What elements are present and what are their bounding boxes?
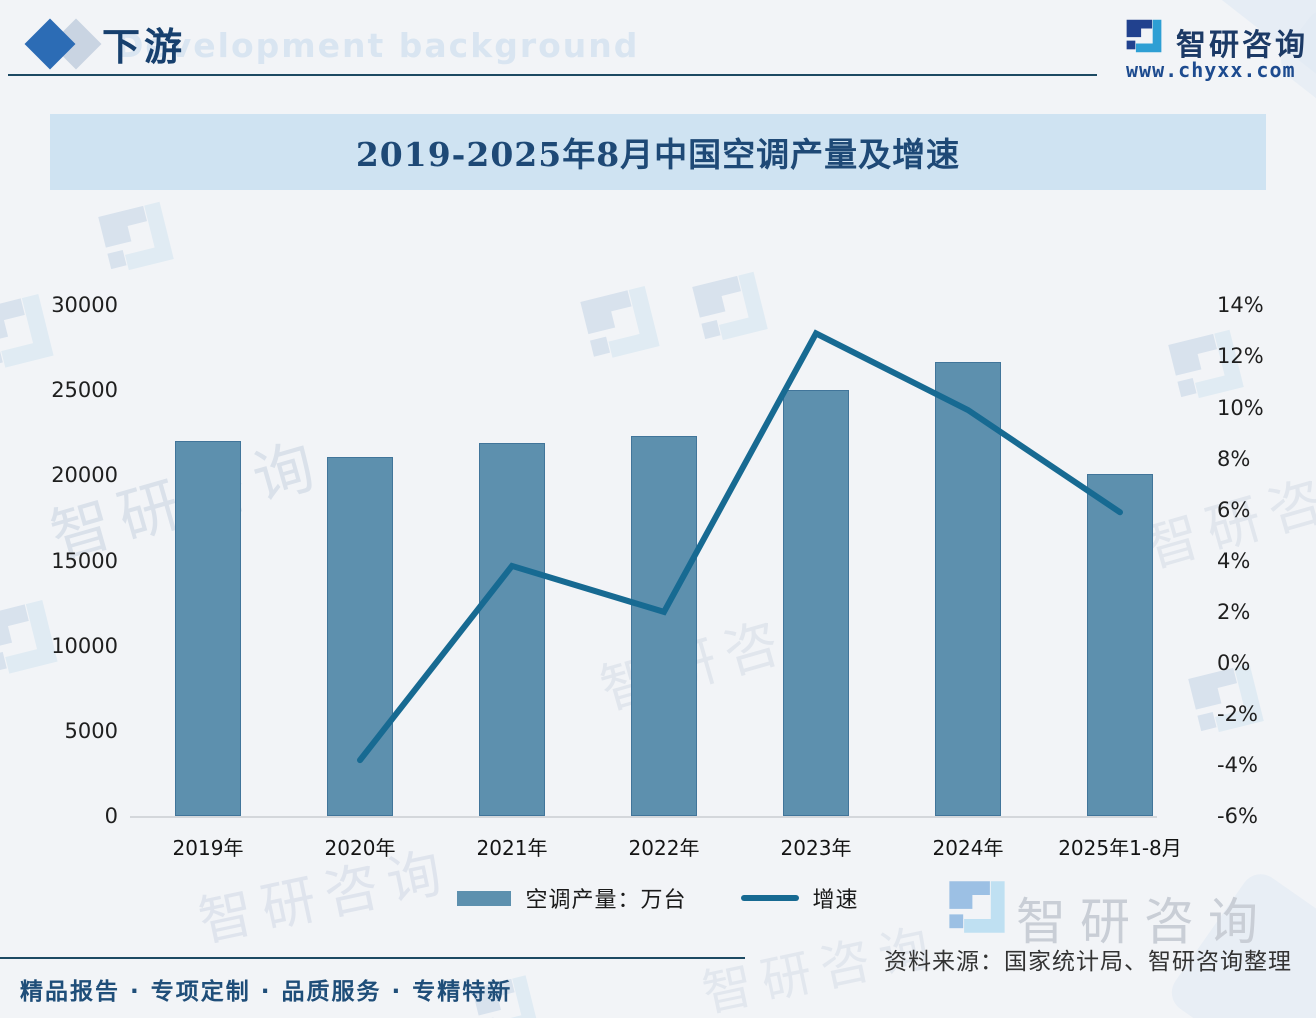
legend-line-label: 增速: [812, 888, 859, 913]
bar-2023年: [783, 390, 849, 816]
x-axis-label: 2022年: [628, 836, 700, 860]
brand-watermark-text: 智研咨询: [1016, 893, 1272, 951]
y-axis-tick-left: 20000: [51, 463, 118, 488]
bar-2025年1-8月: [1087, 473, 1153, 816]
y-axis-tick-right: 14%: [1217, 293, 1264, 318]
y-axis-tick-left: 0: [104, 804, 118, 828]
x-axis-label: 2024年: [932, 836, 1004, 860]
y-axis-tick-right: 8%: [1217, 446, 1251, 471]
y-axis-tick-left: 30000: [51, 293, 118, 317]
x-axis-label: 2025年1-8月: [1058, 836, 1182, 860]
y-axis-tick-right: 6%: [1217, 497, 1251, 522]
y-axis-tick-left: 25000: [51, 378, 118, 403]
bar-2022年: [631, 436, 697, 816]
x-axis-label: 2019年: [172, 836, 244, 860]
header-divider: [8, 74, 1097, 76]
footer-slogan: 精品报告 · 专项定制 · 品质服务 · 专精特新: [20, 979, 513, 1005]
x-axis-line: [130, 816, 1157, 818]
header-watermark-text: Development background: [116, 26, 640, 65]
y-axis-tick-right: -6%: [1217, 804, 1258, 829]
footer-divider: [0, 957, 745, 959]
y-axis-tick-right: 4%: [1217, 548, 1251, 573]
legend-bar-swatch: [457, 890, 512, 906]
company-website-link[interactable]: www.chyxx.com: [1126, 58, 1296, 82]
data-source-text: 资料来源：国家统计局、智研咨询整理: [884, 949, 1292, 975]
legend-line-swatch: [740, 895, 799, 901]
x-axis-label: 2020年: [324, 836, 396, 860]
y-axis-tick-left: 5000: [64, 718, 118, 743]
y-axis-tick-right: 12%: [1217, 344, 1264, 369]
y-axis-tick-left: 15000: [51, 548, 118, 573]
y-axis-tick-right: 2%: [1217, 599, 1251, 624]
company-logo-icon: [1122, 14, 1166, 58]
chart-title-banner: 2019-2025年8月中国空调产量及增速: [50, 114, 1266, 190]
y-axis-tick-right: -2%: [1217, 702, 1258, 727]
page-title: 下游: [102, 24, 187, 69]
y-axis-tick-right: -4%: [1217, 753, 1258, 778]
brand-watermark-large: 智研咨询: [942, 872, 1258, 951]
bar-2024年: [935, 362, 1001, 816]
bar-2021年: [479, 442, 545, 816]
y-axis-tick-left: 10000: [51, 633, 118, 658]
bar-2020年: [327, 456, 393, 816]
x-axis-label: 2023年: [780, 836, 852, 860]
y-axis-tick-right: 0%: [1217, 651, 1251, 675]
legend-bar-label: 空调产量：万台: [525, 888, 687, 913]
chart-legend: 空调产量：万台 增速: [0, 882, 1316, 914]
chart-title: 2019-2025年8月中国空调产量及增速: [355, 135, 961, 174]
y-axis-tick-right: 10%: [1217, 395, 1264, 420]
x-axis-label: 2021年: [476, 836, 548, 860]
company-name: 智研咨询: [1176, 28, 1308, 63]
bar-2019年: [175, 441, 241, 816]
